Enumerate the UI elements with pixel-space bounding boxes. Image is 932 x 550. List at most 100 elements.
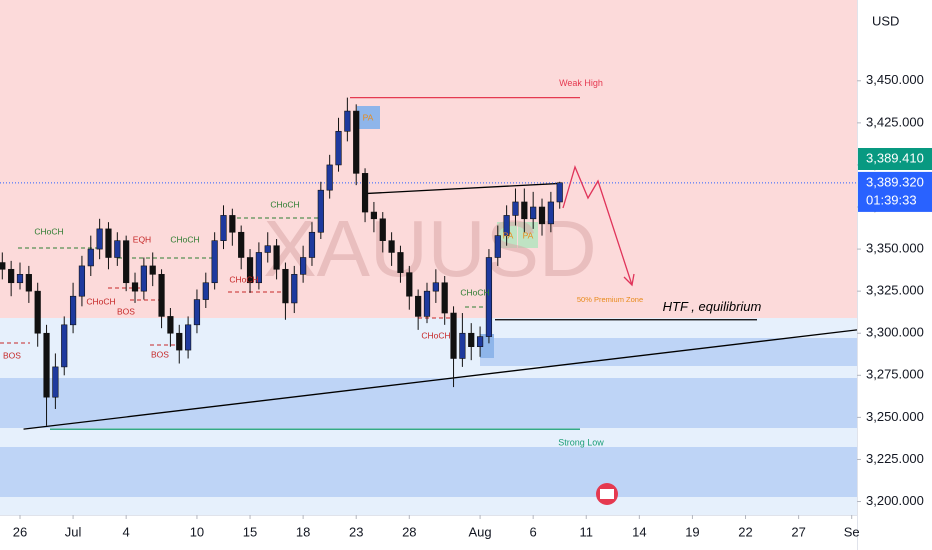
candle-body [282, 268, 289, 304]
candle-body [415, 295, 422, 317]
x-tick-label: 11 [580, 524, 594, 539]
annotation: PA [363, 112, 374, 122]
candle-body [512, 201, 519, 216]
projection-head [623, 273, 635, 287]
order-block [480, 334, 494, 358]
annotation: CHoCH [86, 296, 115, 306]
candle-body [255, 252, 262, 284]
trendline [23, 329, 857, 430]
x-tick-label: 28 [402, 524, 416, 539]
candle-body [167, 316, 174, 334]
candle-body [238, 231, 245, 258]
currency: USD [872, 13, 899, 28]
candle-body [69, 295, 77, 326]
candle-body [476, 336, 484, 347]
candle-body [211, 240, 218, 284]
candle-body [105, 228, 112, 258]
level-label: Weak High [559, 78, 603, 88]
candle-body [423, 290, 431, 317]
annotation: EQH [133, 234, 151, 244]
candle-body [441, 282, 448, 314]
candle-body [78, 265, 86, 297]
annotation: CHoCH [270, 199, 299, 209]
candle-body [220, 215, 227, 241]
annotation: CHoCH [170, 234, 199, 244]
candle-body [16, 274, 24, 284]
level-label: Strong Low [558, 438, 604, 448]
candle-body [468, 332, 475, 347]
x-tick-label: 23 [349, 524, 363, 539]
candle-body [450, 312, 457, 359]
x-tick-label: 27 [791, 524, 805, 539]
x-tick-label: 10 [190, 524, 204, 539]
x-tick-label: Se [844, 524, 860, 539]
y-tick-label: 3,250.000 [866, 409, 924, 424]
demand-zone [0, 447, 857, 497]
x-tick-label: 18 [296, 524, 310, 539]
y-tick-label: 3,225.000 [866, 451, 924, 466]
candle-body [300, 257, 307, 275]
y-tick-label: 3,300.000 [866, 325, 924, 340]
last-price-label: 3,389.320 [866, 174, 924, 189]
countdown: 01:39:33 [866, 192, 917, 207]
candle-body [556, 182, 563, 203]
candle-body [229, 215, 236, 233]
y-tick-label: 3,350.000 [866, 241, 924, 256]
annotation: PA [503, 230, 514, 240]
x-tick-label: 4 [123, 524, 130, 539]
x-tick-label: Aug [469, 524, 492, 539]
candle-body [344, 110, 351, 132]
candle-body [485, 257, 493, 337]
candle-body [370, 211, 378, 220]
candle-body [388, 240, 395, 253]
candle-body [61, 324, 68, 368]
candle-body [96, 228, 103, 250]
candle-body [361, 173, 369, 213]
y-tick-label: 3,450.000 [866, 72, 924, 87]
annotation: CHoCH [460, 287, 489, 297]
candle-body [326, 164, 333, 191]
demand-zone [0, 378, 857, 428]
x-tick-label: 14 [632, 524, 646, 539]
y-tick-label: 3,275.000 [866, 367, 924, 382]
candle-body [140, 265, 147, 292]
candle-body [335, 130, 342, 166]
x-tick-label: 26 [13, 524, 27, 539]
y-tick-label: 3,325.000 [866, 283, 924, 298]
candle-body [353, 110, 360, 174]
candle-body [123, 240, 130, 284]
candle-body [43, 332, 50, 398]
premium-zone [0, 0, 857, 318]
candle-body [530, 206, 537, 220]
candle-body [114, 240, 121, 258]
reference-price-tag [858, 148, 932, 170]
x-tick-label: 15 [243, 524, 257, 539]
candle-body [273, 245, 280, 270]
candle-body [25, 274, 32, 292]
candle-body [202, 282, 209, 300]
annotation: 50% Premium Zone [577, 295, 643, 304]
annotation: CHoCH [421, 330, 450, 340]
y-tick-label: 3,200.000 [866, 493, 924, 508]
candle-body [87, 248, 94, 267]
annotation: BOS [117, 306, 135, 316]
candle-body [432, 282, 439, 292]
reference-price-label: 3,389.410 [866, 150, 924, 165]
candle-body [193, 299, 201, 326]
candle-body [379, 218, 386, 241]
candle-body [8, 268, 15, 284]
candle-body [158, 274, 165, 317]
annotation: PA [523, 230, 534, 240]
candle-body [317, 189, 324, 233]
candle-body [521, 201, 528, 220]
candle-body [494, 235, 501, 258]
annotation: BOS [3, 350, 21, 360]
candle-body [176, 332, 183, 351]
candle-body [308, 231, 316, 258]
event-icon-flag [600, 489, 614, 499]
candle-body [291, 274, 298, 304]
annotation: CHoCH [229, 274, 258, 284]
candle-body [264, 245, 271, 253]
